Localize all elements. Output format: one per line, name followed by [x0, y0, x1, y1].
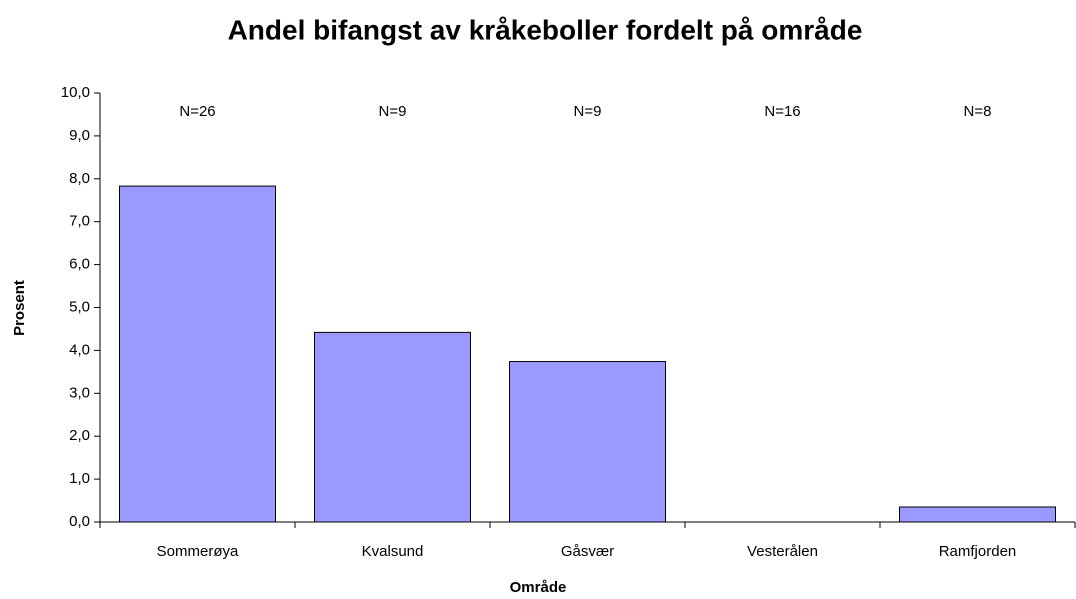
x-tick-label: Vesterålen [747, 543, 818, 560]
bar [509, 361, 666, 523]
y-tick-label: 4,0 [69, 341, 90, 358]
annotation: N=9 [379, 103, 407, 120]
y-tick-label: 0,0 [69, 513, 90, 530]
chart-title: Andel bifangst av kråkeboller fordelt på… [228, 14, 863, 45]
bar [119, 185, 276, 523]
x-axis-title: Område [510, 579, 567, 596]
x-tick-label: Kvalsund [362, 543, 424, 560]
y-axis-title: Prosent [11, 280, 28, 336]
annotation: N=8 [964, 103, 992, 120]
y-tick-label: 9,0 [69, 127, 90, 144]
annotation: N=16 [764, 103, 800, 120]
y-tick-label: 7,0 [69, 213, 90, 230]
annotation: N=26 [179, 103, 215, 120]
y-tick-label: 1,0 [69, 470, 90, 487]
y-tick-label: 8,0 [69, 170, 90, 187]
y-tick-label: 3,0 [69, 384, 90, 401]
y-tick-label: 2,0 [69, 427, 90, 444]
y-tick-label: 5,0 [69, 298, 90, 315]
annotation: N=9 [574, 103, 602, 120]
y-tick-label: 6,0 [69, 256, 90, 273]
x-tick-label: Sommerøya [157, 543, 239, 560]
bar [314, 331, 471, 523]
bar [899, 506, 1056, 523]
y-tick-label: 10,0 [61, 84, 90, 101]
x-tick-label: Ramfjorden [939, 543, 1017, 560]
x-tick-label: Gåsvær [561, 543, 614, 560]
